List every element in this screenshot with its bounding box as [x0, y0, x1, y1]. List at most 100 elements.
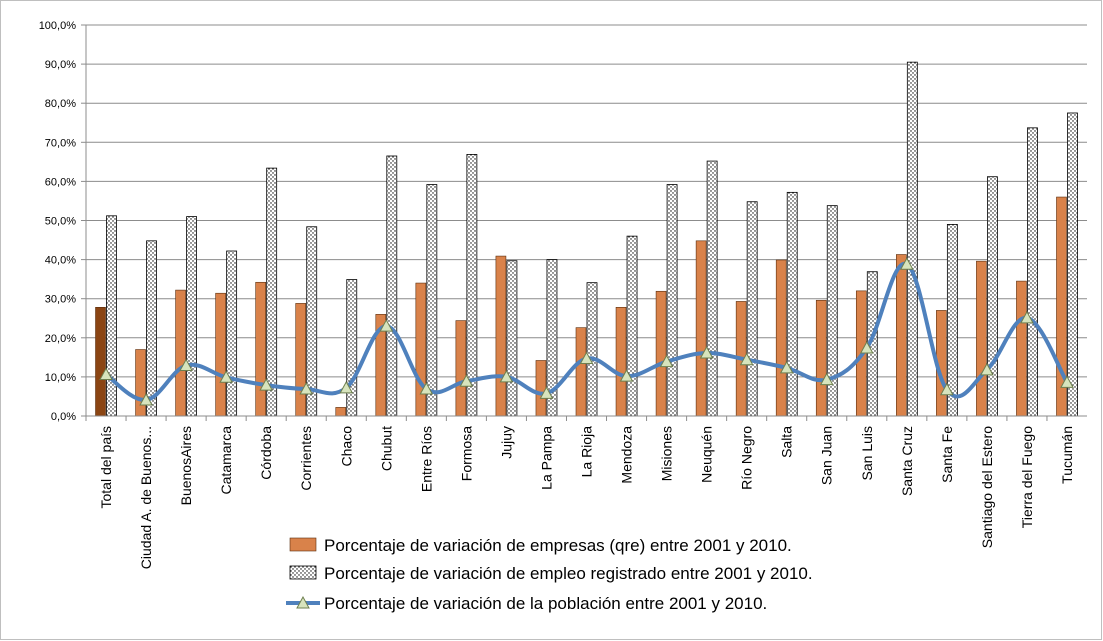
x-tick-label: Total del país [98, 426, 114, 509]
legend: Porcentaje de variación de empresas (qre… [286, 536, 813, 613]
y-tick-label: 0,0% [51, 411, 76, 423]
bar-empleo [586, 282, 598, 417]
bar-empresas [95, 307, 106, 417]
bar-empresas [455, 320, 467, 417]
bar-empresas [815, 299, 827, 417]
x-tick-label: La Pampa [538, 426, 554, 490]
y-tick-label: 40,0% [45, 255, 76, 267]
y-tick-label: 100,0% [39, 20, 77, 32]
population-marker [539, 386, 554, 399]
bar-empleo [706, 160, 718, 417]
bar-empresas [175, 289, 186, 417]
bar-empleo [987, 176, 998, 417]
x-tick-label: BuenosAires [178, 426, 194, 505]
bar-empleo [786, 191, 798, 417]
x-tick-label: Jujuy [498, 426, 514, 459]
bar-empleo [346, 279, 358, 417]
legend-label: Porcentaje de variación de empresas (qre… [324, 536, 792, 555]
bar-empleo [386, 155, 398, 417]
population-marker [339, 380, 354, 394]
grid-lines [86, 24, 1087, 378]
population-line [104, 262, 1069, 402]
bar-empleo [1027, 127, 1038, 417]
bar-empleo [626, 235, 638, 417]
bar-empresas [1016, 280, 1027, 417]
bar-empleo [506, 260, 518, 417]
bar-empleo [666, 184, 678, 417]
bar-empleo [186, 216, 198, 417]
population-marker [179, 358, 193, 372]
x-tick-label: Entre Ríos [418, 426, 434, 492]
population-marker [579, 351, 594, 365]
x-tick-label: Formosa [458, 426, 474, 481]
bar-empleo [906, 61, 918, 417]
bar-empresas [775, 259, 787, 417]
population-marker [139, 392, 153, 406]
bar-empleo [426, 184, 438, 417]
x-tick-label: Salta [779, 426, 795, 458]
bar-empleo [746, 201, 758, 417]
population-marker [819, 372, 834, 386]
x-tick-label: Chaco [338, 426, 354, 467]
x-tick-label: Santa Cruz [899, 426, 915, 496]
bar-empresas [135, 349, 146, 417]
legend-swatch-poblacion-marker [296, 595, 310, 609]
population-marker [1020, 310, 1034, 324]
bar-empresas [295, 303, 307, 417]
population-marker [739, 352, 754, 366]
y-tick-label: 70,0% [45, 137, 76, 149]
bar-empleo [1067, 112, 1078, 417]
population-marker [219, 370, 233, 383]
population-marker [459, 374, 474, 387]
y-tick-label: 50,0% [45, 216, 76, 228]
x-tick-label: Neuquén [699, 426, 715, 483]
x-tick-label: Chubut [378, 426, 394, 471]
population-marker [379, 319, 394, 332]
bar-empresas [655, 290, 667, 417]
population-marker [499, 369, 514, 383]
bar-empresas [215, 292, 226, 417]
population-marker [980, 362, 994, 376]
x-tick-label: Catamarca [218, 426, 234, 495]
x-tick-label: Ciudad A. de Buenos... [138, 426, 154, 569]
y-tick-label: 90,0% [45, 59, 76, 71]
population-marker [779, 360, 794, 374]
legend-swatch-empresas [289, 537, 317, 552]
population-marker [99, 367, 113, 381]
population-marker [699, 346, 714, 359]
population-marker [259, 378, 274, 391]
legend-label: Porcentaje de variación de empleo regist… [324, 564, 813, 583]
x-tick-label: San Luis [859, 426, 875, 480]
bar-empresas [535, 360, 547, 417]
bar-empresas [335, 407, 347, 417]
x-tick-label: San Juan [819, 426, 835, 485]
population-marker [619, 369, 634, 382]
y-tick-label: 20,0% [45, 333, 76, 345]
x-tick-label: Santa Fe [939, 426, 955, 483]
bar-empresas [695, 240, 707, 417]
bar-empleo [226, 250, 238, 417]
population-marker [299, 381, 314, 395]
axes [85, 25, 1087, 417]
population-marker [419, 381, 434, 395]
population-marker [659, 354, 674, 368]
x-tick-label: Tierra del Fuego [1019, 426, 1035, 528]
bar-empresas [976, 260, 987, 417]
population-marker [1060, 375, 1074, 388]
y-tick-label: 60,0% [45, 176, 76, 188]
x-tick-label: Río Negro [739, 426, 755, 490]
bar-empleo [146, 240, 157, 417]
x-tick-label: Santiago del Estero [979, 426, 995, 548]
x-tick-label: Mendoza [619, 426, 635, 484]
x-tick-label: Tucumán [1059, 426, 1075, 484]
x-tick-label: Misiones [659, 426, 675, 481]
bar-empresas [615, 307, 627, 417]
population-marker [940, 382, 954, 396]
bar-empresas [415, 282, 427, 417]
x-tick-label: La Rioja [579, 426, 595, 478]
y-tick-label: 80,0% [45, 98, 76, 110]
y-tick-label: 30,0% [45, 294, 76, 306]
bar-empresas [896, 254, 907, 417]
